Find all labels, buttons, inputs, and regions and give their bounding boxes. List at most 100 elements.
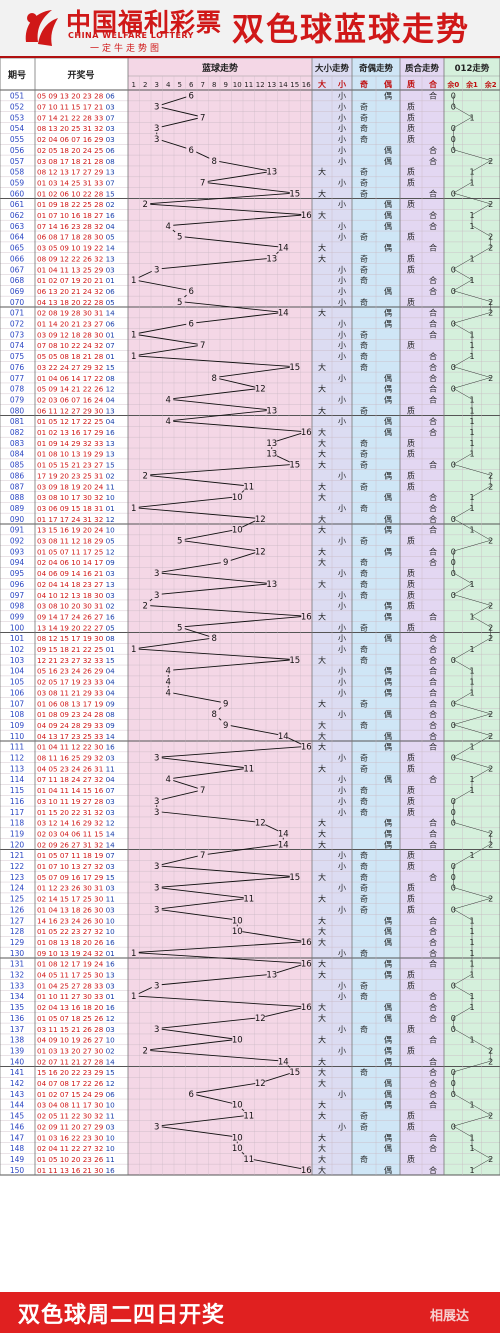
parity-mark: 奇: [360, 796, 368, 806]
size-mark: 大: [318, 514, 326, 524]
blue-ball-value: 01: [106, 992, 115, 1001]
blue-ball-mark-bg: [140, 199, 151, 209]
header-size: 大小走势: [315, 63, 350, 74]
blue-axis-tick: 14: [279, 81, 288, 89]
blue-ball-mark: 16: [301, 211, 312, 221]
issue-number: 114: [10, 775, 25, 784]
prime-mark: 合: [429, 275, 437, 285]
blue-ball-value: 07: [106, 851, 115, 860]
issue-number: 118: [10, 819, 25, 828]
issue-number: 067: [10, 265, 25, 274]
size-mark: 小: [338, 103, 346, 112]
header-mod: 012走势: [455, 63, 490, 74]
winning-numbers: 07 14 16 23 28 32 04: [37, 222, 115, 231]
mod-mark: 2: [488, 482, 493, 491]
blue-ball-mark: 13: [266, 971, 277, 981]
issue-number: 053: [10, 113, 25, 122]
blue-ball-mark: 3: [154, 884, 159, 894]
parity-mark: 奇: [360, 861, 368, 871]
blue-ball-value: 15: [106, 873, 115, 882]
mod-mark: 1: [469, 1003, 474, 1012]
winning-numbers: 01 04 11 13 25 29 03: [37, 265, 115, 274]
blue-ball-mark: 14: [278, 840, 289, 850]
parity-mark: 奇: [360, 351, 368, 361]
mod-mark: 0: [451, 385, 456, 394]
blue-ball-value: 16: [106, 1003, 116, 1012]
size-mark: 小: [338, 352, 346, 361]
header-subcolumn: 合: [428, 79, 438, 89]
winning-numbers: 03 06 09 15 18 31 01: [37, 504, 115, 513]
issue-number: 111: [10, 743, 25, 752]
mod-mark: 1: [469, 222, 474, 231]
mod-trend-line: [452, 95, 492, 1170]
prime-mark: 合: [429, 243, 437, 253]
parity-mark: 奇: [360, 1067, 368, 1077]
prime-mark: 合: [429, 210, 437, 220]
blue-ball-value: 12: [106, 385, 115, 394]
size-mark: 小: [338, 1025, 346, 1034]
header-subcolumn: 小: [337, 79, 346, 89]
blue-ball-value: 13: [106, 450, 115, 459]
winning-numbers: 01 04 11 12 22 30 16: [37, 743, 115, 752]
blue-ball-mark: 16: [301, 1166, 312, 1176]
parity-mark: 奇: [360, 655, 368, 665]
winning-numbers: 15 16 20 22 23 29 15: [37, 1068, 115, 1077]
issue-number: 133: [10, 981, 25, 990]
size-mark: 小: [338, 124, 346, 133]
blue-ball-mark: 1: [131, 352, 136, 362]
issue-number: 055: [10, 135, 25, 144]
blue-ball-mark: 3: [154, 591, 159, 601]
winning-numbers: 08 12 13 17 27 29 13: [37, 168, 115, 177]
parity-mark: 奇: [360, 850, 368, 860]
blue-ball-value: 06: [106, 146, 116, 155]
winning-numbers: 07 14 21 22 28 33 07: [37, 113, 115, 122]
winning-numbers: 05 09 14 21 22 26 12: [37, 385, 115, 394]
parity-mark: 奇: [360, 568, 368, 578]
issue-number: 102: [10, 645, 25, 654]
mod-mark: 0: [451, 862, 456, 871]
winning-numbers: 08 13 20 25 31 32 03: [37, 124, 115, 133]
issue-number: 096: [10, 580, 25, 589]
prime-mark: 质: [407, 123, 415, 133]
mod-mark: 2: [488, 233, 493, 242]
mod-mark: 1: [469, 276, 474, 285]
mod-mark: 0: [451, 558, 456, 567]
blue-ball-mark: 1: [131, 645, 136, 655]
mod-mark: 1: [469, 688, 474, 697]
blue-ball-value: 01: [106, 276, 115, 285]
prime-mark: 合: [429, 351, 437, 361]
size-mark: 小: [338, 678, 346, 687]
blue-ball-value: 10: [106, 927, 116, 936]
blue-ball-mark: 10: [232, 493, 243, 503]
winning-numbers: 03 22 24 27 29 32 15: [37, 363, 115, 372]
winning-numbers: 01 05 12 17 22 25 04: [37, 417, 115, 426]
blue-axis-tick: 5: [178, 81, 182, 89]
header-numbers: 开奖号: [67, 69, 94, 81]
blue-ball-value: 13: [106, 971, 115, 980]
blue-ball-value: 12: [106, 819, 115, 828]
blue-ball-mark-bg: [255, 383, 266, 393]
issue-number: 058: [10, 168, 25, 177]
issue-number: 122: [10, 862, 25, 871]
size-mark: 小: [338, 222, 346, 231]
blue-ball-mark: 4: [166, 688, 171, 698]
issue-number: 098: [10, 602, 25, 611]
blue-ball-mark-bg: [197, 785, 208, 795]
blue-ball-value: 10: [106, 526, 116, 535]
blue-ball-value: 04: [106, 417, 116, 426]
parity-mark: 偶: [384, 319, 392, 329]
issue-number: 091: [10, 526, 25, 535]
winning-numbers: 06 11 12 27 29 30 13: [37, 406, 115, 415]
blue-ball-value: 14: [106, 1057, 116, 1066]
blue-ball-mark: 11: [243, 1155, 254, 1165]
parity-mark: 奇: [360, 579, 368, 589]
parity-mark: 偶: [384, 1132, 392, 1142]
blue-ball-mark: 10: [232, 916, 243, 926]
winning-numbers: 01 05 07 18 25 26 12: [37, 1014, 115, 1023]
winning-numbers: 04 07 08 17 22 26 12: [37, 1079, 115, 1088]
blue-ball-mark: 1: [131, 276, 136, 286]
issue-number: 089: [10, 504, 25, 513]
blue-ball-mark: 4: [166, 678, 171, 688]
mod-mark: 2: [488, 732, 493, 741]
